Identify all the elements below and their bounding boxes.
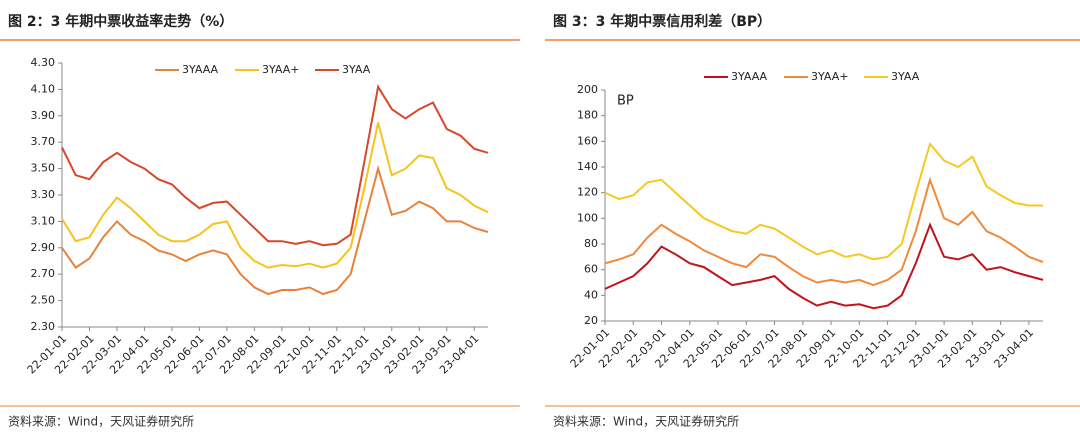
y-tick-label: 2.50 [31, 294, 56, 307]
y-tick-label: 200 [577, 83, 598, 96]
y-tick-label: 100 [577, 211, 598, 224]
y-tick-label: 160 [577, 134, 598, 147]
legend-label: 3YAA [891, 70, 920, 83]
y-tick-label: 140 [577, 160, 598, 173]
y-tick-label: 2.30 [31, 320, 56, 333]
y-tick-label: 3.90 [31, 109, 56, 122]
y-tick-label: 120 [577, 186, 598, 199]
y-tick-label: 20 [584, 314, 598, 327]
legend-label: 3YAAA [731, 70, 768, 83]
legend-label: 3YAA+ [811, 70, 848, 83]
source: 资料来源：Wind，天风证券研究所 [8, 414, 194, 429]
series-line [604, 176, 1044, 287]
y-tick-label: 60 [584, 263, 598, 276]
legend-label: 3YAAA [182, 63, 219, 76]
y-tick-label: 80 [584, 237, 598, 250]
series-line [61, 84, 489, 247]
y-tick-label: 180 [577, 109, 598, 122]
legend-label: 3YAA+ [262, 63, 299, 76]
y-tick-label: 2.70 [31, 267, 56, 280]
source: 资料来源：Wind，天风证券研究所 [553, 414, 739, 429]
y-tick-label: 4.10 [31, 82, 56, 95]
annotation: BP [617, 94, 634, 109]
series-line [61, 164, 489, 296]
y-tick-label: 3.50 [31, 162, 56, 175]
y-tick-label: 3.70 [31, 135, 56, 148]
y-tick-label: 40 [584, 288, 598, 301]
chart-title: 图 2：3 年期中票收益率走势（%） [8, 13, 233, 30]
chart-title: 图 3：3 年期中票信用利差（BP） [553, 13, 771, 30]
series-line [61, 122, 489, 269]
y-tick-label: 4.30 [31, 56, 56, 69]
y-tick-label: 3.30 [31, 188, 56, 201]
y-tick-label: 2.90 [31, 241, 56, 254]
legend-label: 3YAA [342, 63, 371, 76]
series-line [604, 141, 1043, 261]
series-line [604, 222, 1044, 310]
y-tick-label: 3.10 [31, 214, 56, 227]
